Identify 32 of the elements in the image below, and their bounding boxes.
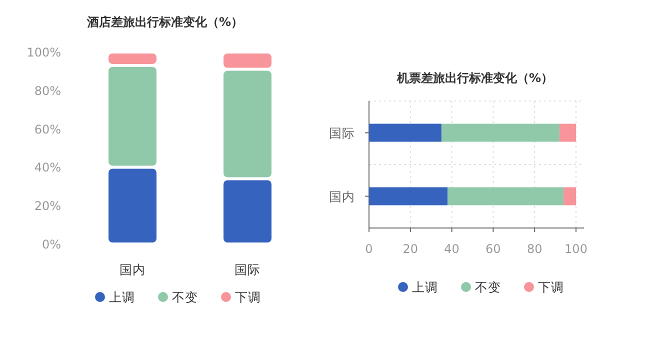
y-tick-label: 60% (34, 122, 61, 136)
legend-item: 不变 (461, 280, 501, 294)
legend-item: 不变 (158, 290, 198, 304)
chart-title: 酒店差旅出行标准变化（%） (86, 15, 244, 29)
bar (564, 187, 576, 206)
legend-label: 不变 (475, 280, 501, 294)
y-tick-label: 20% (34, 199, 61, 214)
legend-label: 下调 (538, 280, 564, 294)
legend-item: 上调 (95, 290, 135, 304)
legend-item: 下调 (524, 280, 564, 294)
legend-item: 下调 (221, 290, 261, 304)
y-tick-label: 0% (42, 238, 61, 252)
legend-label: 不变 (172, 290, 198, 304)
y-tick-label: 80% (34, 84, 61, 98)
x-tick-label: 20 (402, 242, 418, 256)
bar (448, 187, 564, 206)
legend-item: 上调 (398, 280, 438, 294)
bar (559, 124, 576, 142)
legend-label: 下调 (235, 290, 261, 304)
x-tick-label: 40 (444, 242, 460, 256)
legend-label: 上调 (412, 280, 438, 294)
y-tick-label: 40% (34, 160, 61, 175)
x-tick-label: 60 (486, 242, 501, 256)
x-tick-label: 80 (526, 242, 542, 256)
x-tick-label: 100 (564, 242, 588, 256)
bar (369, 187, 448, 206)
bar (441, 124, 560, 142)
legend-label: 上调 (109, 290, 135, 304)
x-tick-label: 0 (365, 242, 373, 256)
bar (369, 124, 442, 142)
chart-title: 机票差旅出行标准变化（%） (396, 71, 554, 85)
y-tick-label: 100% (26, 46, 61, 60)
